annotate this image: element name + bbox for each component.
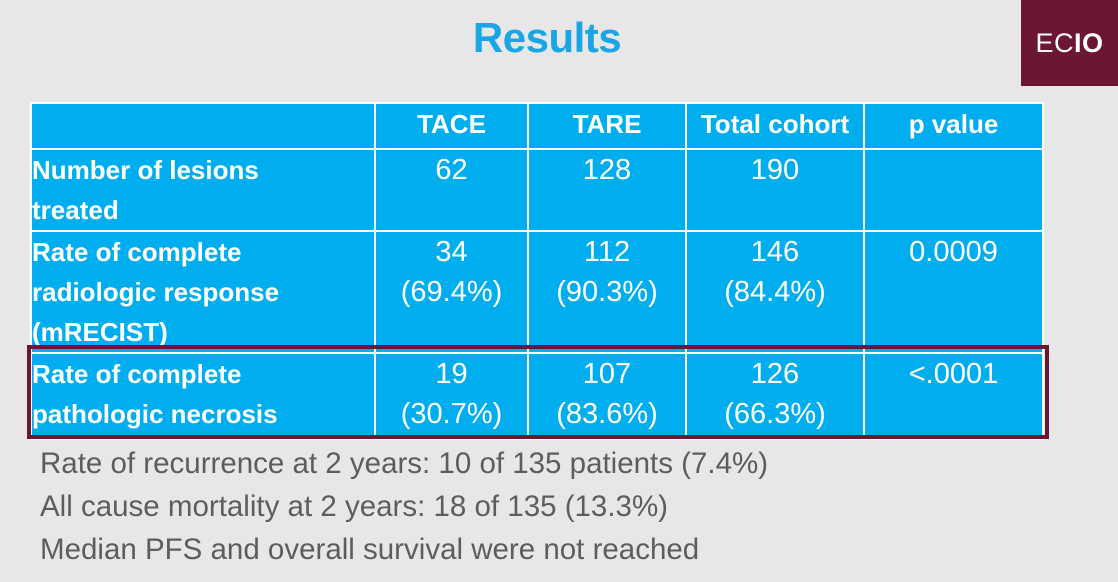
row-label-line: Rate of complete (32, 359, 242, 389)
cell-value: 126 (750, 358, 800, 390)
cell-total: 126 (66.3%) (685, 352, 865, 440)
header-empty (30, 102, 376, 150)
cell-tace: 62 (374, 148, 529, 232)
cell-tace: 19 (30.7%) (374, 352, 529, 440)
cell-p-value (863, 148, 1044, 232)
cell-percent: (83.6%) (556, 398, 658, 430)
ecio-logo: EC IO (1021, 0, 1118, 86)
cell-tare: 107 (83.6%) (527, 352, 687, 440)
slide-title: Results (472, 14, 622, 61)
header-p-value: p value (863, 102, 1044, 150)
note-line: All cause mortality at 2 years: 18 of 13… (40, 490, 668, 523)
cell-percent: (90.3%) (556, 276, 658, 308)
note-line: Median PFS and overall survival were not… (40, 533, 700, 566)
row-label: Number of lesions treated (30, 148, 376, 232)
table-row: Number of lesions treated 62 128 190 (30, 148, 1044, 232)
row-label-line: Rate of complete (32, 237, 242, 267)
header-total-cohort: Total cohort (685, 102, 865, 150)
cell-value: 62 (435, 154, 468, 186)
cell-percent: (30.7%) (400, 398, 503, 430)
note-line: Rate of recurrence at 2 years: 10 of 135… (40, 447, 769, 480)
cell-percent: (66.3%) (724, 398, 826, 430)
header-tare: TARE (527, 102, 687, 150)
cell-value: 146 (750, 236, 800, 268)
row-label: Rate of complete radiologic response (mR… (30, 230, 376, 354)
cell-value: 112 (583, 236, 631, 268)
cell-tare: 112 (90.3%) (527, 230, 687, 354)
logo-prefix: EC (1035, 27, 1074, 58)
cell-p-value: <.0001 (863, 352, 1044, 440)
table-row-highlighted: Rate of complete pathologic necrosis 19 … (30, 352, 1044, 440)
notes-list: Rate of recurrence at 2 years: 10 of 135… (40, 442, 768, 571)
row-label-line: radiologic response (32, 277, 280, 307)
header-tace: TACE (374, 102, 529, 150)
cell-tace: 34 (69.4%) (374, 230, 529, 354)
cell-percent: (69.4%) (400, 276, 503, 308)
row-label-line: pathologic necrosis (32, 399, 278, 429)
cell-total: 190 (685, 148, 865, 232)
cell-tare: 128 (527, 148, 687, 232)
table-header-row: TACE TARE Total cohort p value (30, 102, 1044, 150)
row-label-line: treated (32, 195, 119, 225)
cell-value: 190 (750, 154, 800, 186)
cell-value: 107 (582, 358, 632, 390)
cell-value: 19 (435, 358, 468, 390)
cell-p-value: 0.0009 (863, 230, 1044, 354)
cell-total: 146 (84.4%) (685, 230, 865, 354)
cell-value: 128 (582, 154, 632, 186)
row-label-line: Number of lesions (32, 155, 259, 185)
table-row: Rate of complete radiologic response (mR… (30, 230, 1044, 354)
results-table: TACE TARE Total cohort p value Number of… (30, 102, 1044, 440)
cell-value: 34 (435, 236, 468, 268)
logo-bold: IO (1074, 27, 1104, 58)
row-label: Rate of complete pathologic necrosis (30, 352, 376, 440)
cell-percent: (84.4%) (724, 276, 826, 308)
row-label-line: (mRECIST) (32, 317, 168, 347)
